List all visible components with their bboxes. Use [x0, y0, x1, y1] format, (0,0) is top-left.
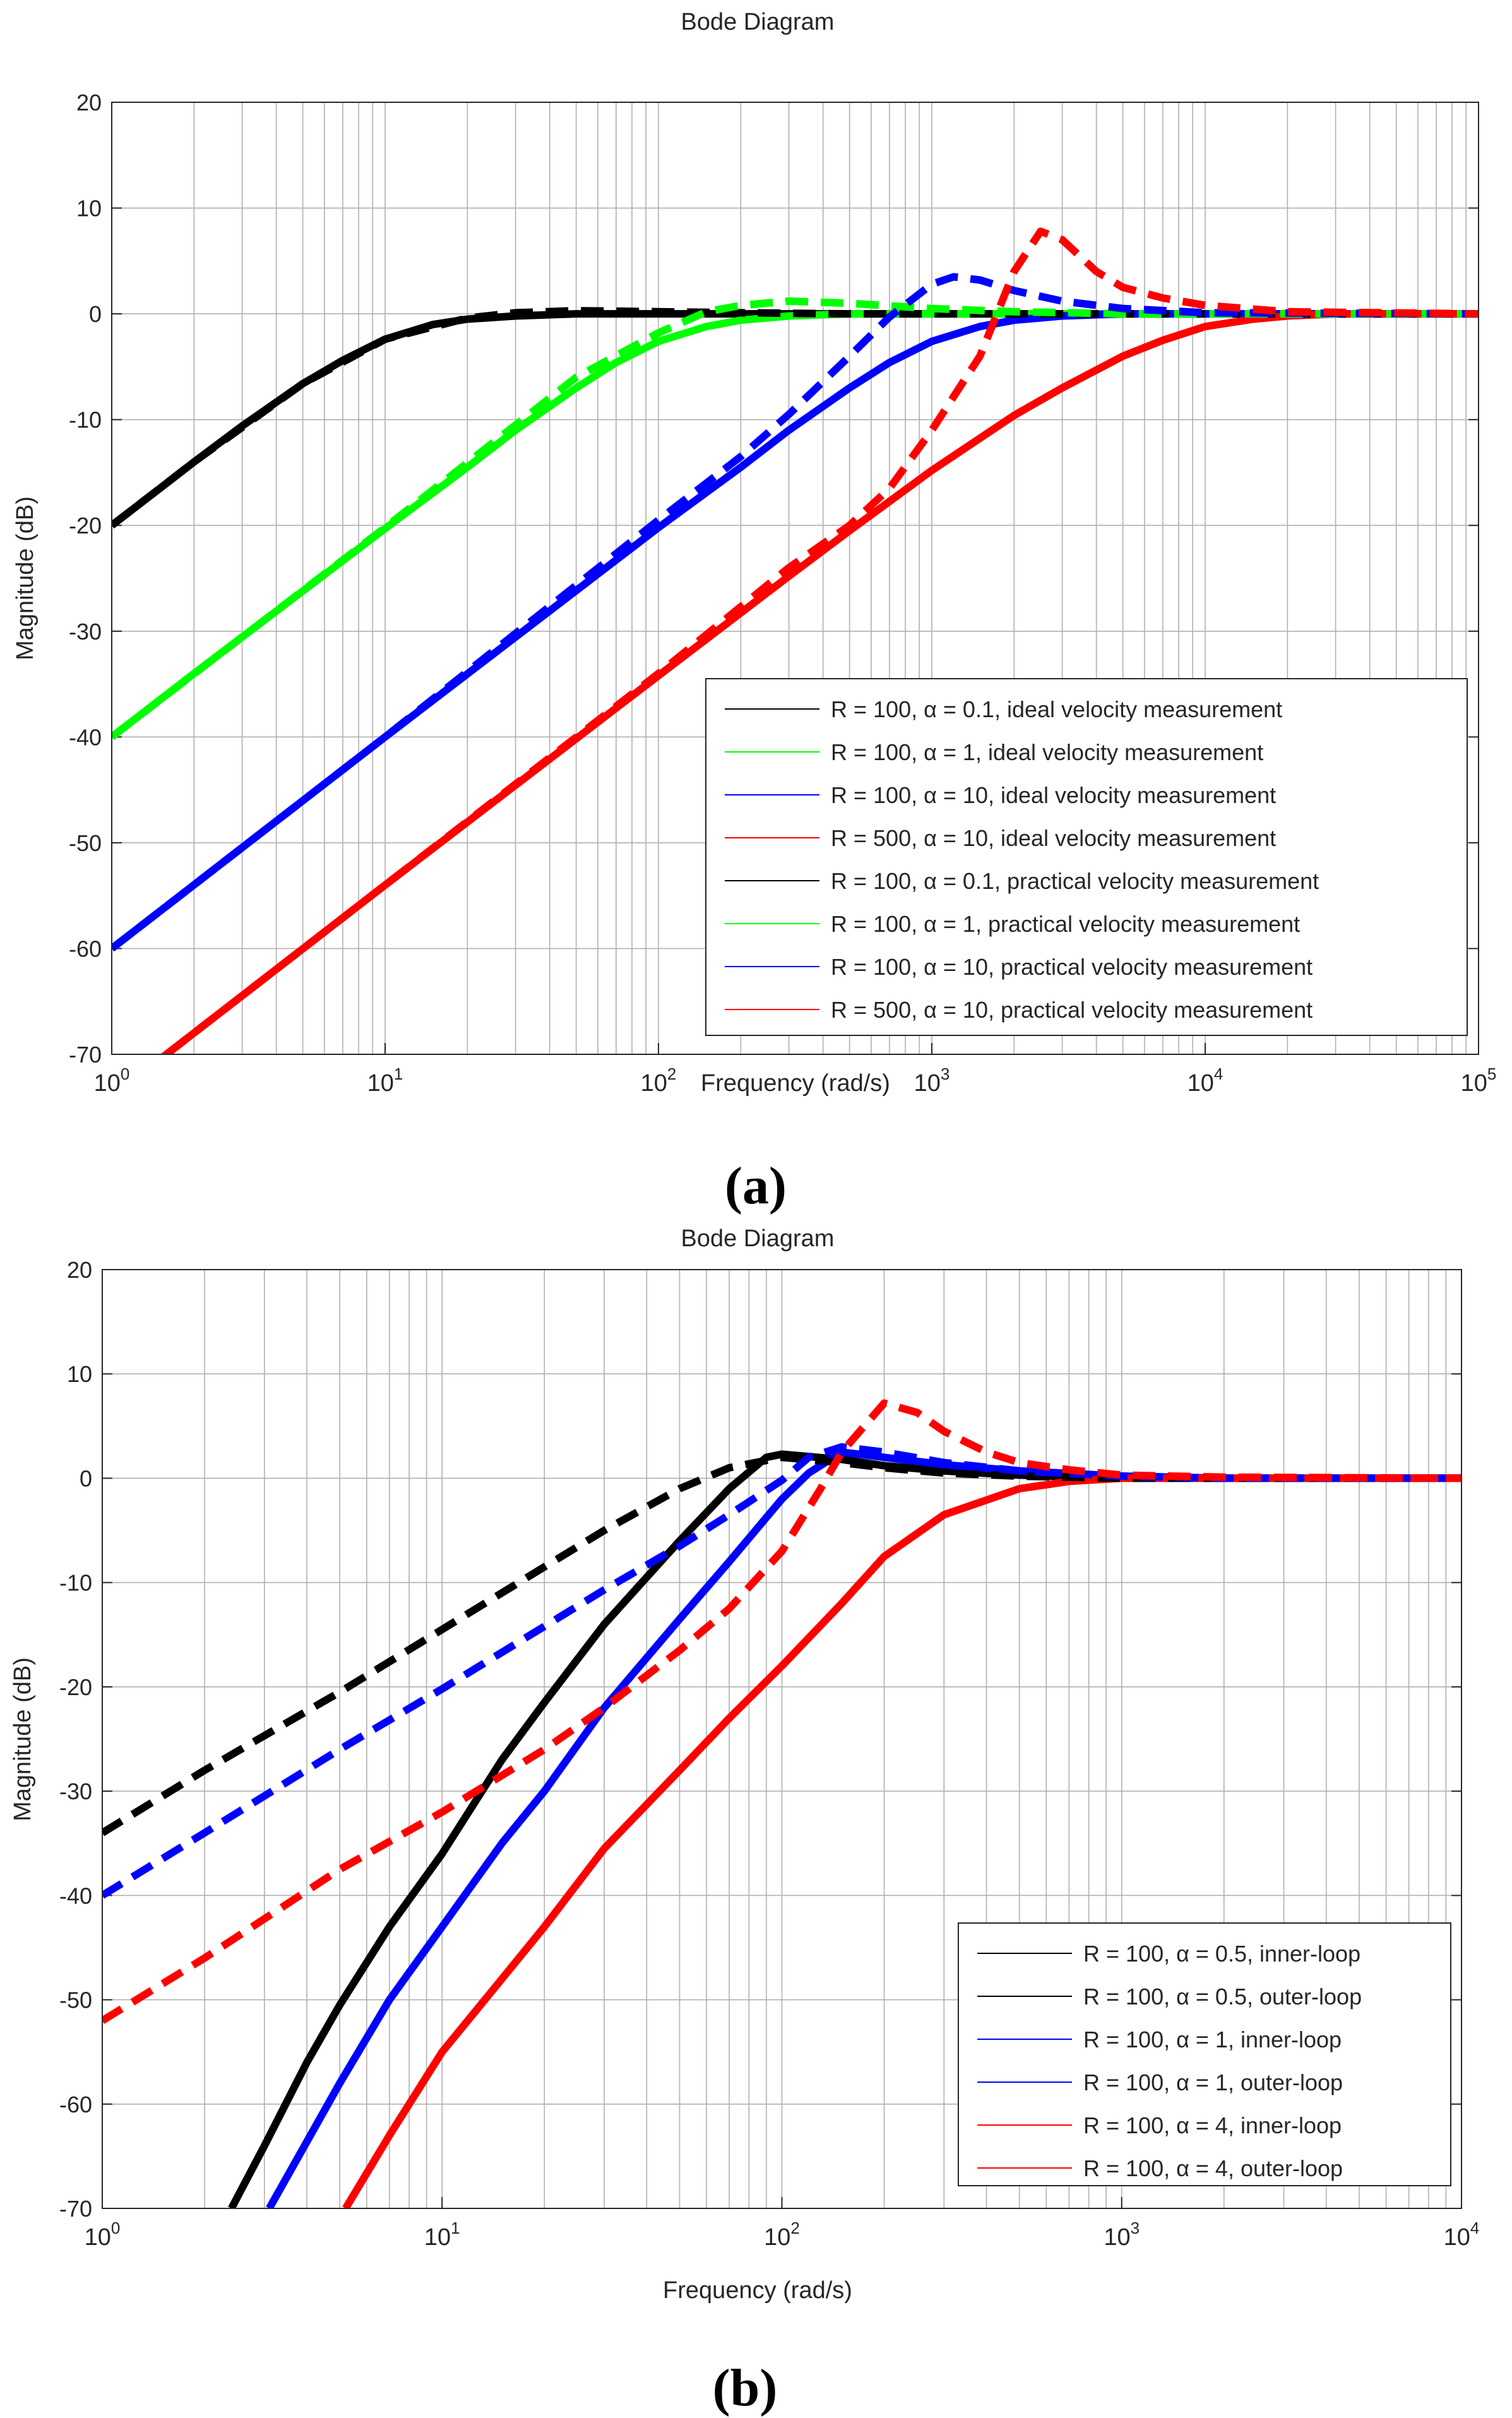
- series-line-1: [228, 1450, 1461, 2208]
- y-tick-label: -20: [59, 1674, 92, 1700]
- y-tick-label: 10: [67, 1361, 92, 1387]
- y-tick-label: -10: [59, 1570, 92, 1596]
- x-tick-label: 101: [424, 2218, 460, 2251]
- y-axis-label-a: Magnitude (dB): [12, 496, 39, 660]
- legend-entry-label: R = 100, α = 0.5, inner-loop: [1083, 1941, 1360, 1967]
- panel-label-b: (b): [713, 2359, 778, 2417]
- legend-entry-label: R = 100, α = 0.5, outer-loop: [1083, 1984, 1362, 2010]
- legend-a: R = 100, α = 0.1, ideal velocity measure…: [705, 678, 1468, 1036]
- legend-entry-label: R = 100, α = 0.1, ideal velocity measure…: [831, 696, 1282, 722]
- legend-box: [958, 1922, 1451, 2186]
- plot-frame-b: [102, 1269, 1462, 2209]
- x-tick-label: 102: [764, 2218, 800, 2251]
- chart-title-a: Bode Diagram: [681, 9, 835, 35]
- series-line-6: [112, 297, 1479, 741]
- y-tick-label: 0: [89, 301, 102, 327]
- legend-entry-label: R = 100, α = 1, outer-loop: [1083, 2070, 1343, 2095]
- x-tick-label: 101: [367, 1064, 403, 1097]
- y-axis-label-b: Magnitude (dB): [9, 1657, 36, 1821]
- x-axis-label-b: Frequency (rad/s): [663, 2277, 852, 2304]
- legend-entry-label: R = 100, α = 4, outer-loop: [1083, 2155, 1343, 2181]
- legend-entry-label: R = 100, α = 1, ideal velocity measureme…: [831, 739, 1263, 765]
- y-tick-label: -60: [69, 936, 102, 962]
- panel-a: Bode Diagram 20100-10-20-30-40-50-60-701…: [12, 9, 1496, 1215]
- y-tick-label: -20: [69, 513, 102, 539]
- legend-entry-label: R = 100, α = 4, inner-loop: [1083, 2112, 1342, 2138]
- x-tick-label: 100: [85, 2218, 121, 2251]
- y-tick-label: -70: [59, 2196, 92, 2222]
- x-axis-label-a: Frequency (rad/s): [701, 1070, 890, 1097]
- plot-frame-a: [111, 102, 1479, 1055]
- y-tick-label: -50: [59, 1987, 92, 2013]
- y-tick-label: -40: [59, 1883, 92, 1909]
- legend-entry-label: R = 100, α = 0.1, practical velocity mea…: [831, 868, 1319, 894]
- y-tick-label: 10: [76, 196, 102, 222]
- series-line-2: [102, 1453, 1461, 1837]
- legend-b: R = 100, α = 0.5, inner-loop R = 100, α =…: [958, 1922, 1451, 2186]
- y-tick-label: -40: [69, 724, 102, 750]
- y-tick-label: -60: [59, 2092, 92, 2117]
- series-line-6: [102, 1399, 1461, 2024]
- panel-b: Bode Diagram 20100-10-20-30-40-50-60-701…: [9, 1225, 1479, 2417]
- x-tick-label: 102: [641, 1064, 677, 1097]
- legend-entry-label: R = 100, α = 10, ideal velocity measurem…: [831, 782, 1276, 808]
- legend-box: [705, 678, 1468, 1036]
- legend-entry-label: R = 500, α = 10, practical velocity meas…: [831, 997, 1313, 1023]
- y-tick-label: -50: [69, 830, 102, 856]
- y-tick-label: -30: [59, 1778, 92, 1804]
- legend-entry-label: R = 100, α = 1, practical velocity measu…: [831, 911, 1300, 937]
- y-tick-label: -10: [69, 407, 102, 433]
- series-line-8: [160, 227, 1479, 1054]
- legend-entry-label: R = 100, α = 10, practical velocity meas…: [831, 954, 1313, 980]
- chart-title-b: Bode Diagram: [681, 1225, 835, 1252]
- series-line-5: [112, 307, 1479, 528]
- x-tick-label: 104: [1444, 2218, 1480, 2251]
- series-lines-a: [112, 227, 1479, 1054]
- x-tick-label: 103: [914, 1064, 950, 1097]
- x-tick-label: 103: [1104, 2218, 1140, 2251]
- series-lines-b: [102, 1399, 1461, 2208]
- legend-entry-label: R = 500, α = 10, ideal velocity measurem…: [831, 825, 1276, 851]
- y-tick-label: 0: [80, 1465, 92, 1491]
- series-line-7: [112, 273, 1479, 952]
- y-tick-label: -70: [69, 1042, 102, 1068]
- series-line-4: [102, 1443, 1461, 1899]
- y-tick-label: -30: [69, 619, 102, 645]
- y-tick-label: 20: [76, 90, 102, 116]
- legend-entry-label: R = 100, α = 1, inner-loop: [1083, 2027, 1342, 2052]
- x-tick-label: 100: [94, 1064, 130, 1097]
- series-line-5: [342, 1474, 1461, 2208]
- panel-label-a: (a): [725, 1157, 787, 1215]
- x-tick-label: 104: [1188, 1064, 1223, 1097]
- y-tick-label: 20: [67, 1257, 92, 1283]
- x-tick-label: 105: [1461, 1064, 1497, 1097]
